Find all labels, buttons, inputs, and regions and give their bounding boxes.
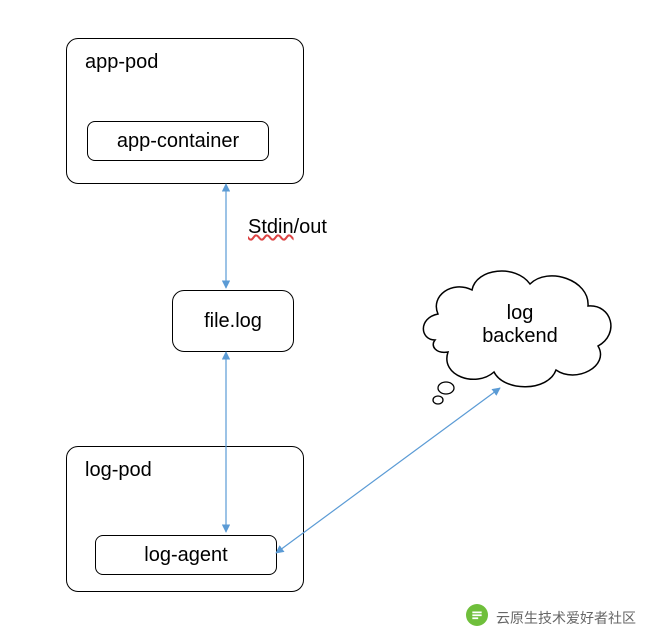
node-cloud-label: log backend	[472, 302, 568, 348]
footer-text: 云原生技术爱好者社区	[496, 608, 636, 628]
edge-label-stdinout: Stdin/out	[248, 216, 327, 239]
cloud-label-line2: backend	[472, 325, 568, 348]
edge-label-underline: Stdin	[248, 216, 294, 238]
edge-label-rest: /out	[294, 216, 327, 238]
edge-logagent-to-cloud	[276, 388, 500, 553]
footer-logo-icon	[466, 604, 488, 626]
diagram-canvas: app-pod app-container file.log log-pod l…	[0, 0, 664, 641]
cloud-label-line1: log	[472, 302, 568, 325]
